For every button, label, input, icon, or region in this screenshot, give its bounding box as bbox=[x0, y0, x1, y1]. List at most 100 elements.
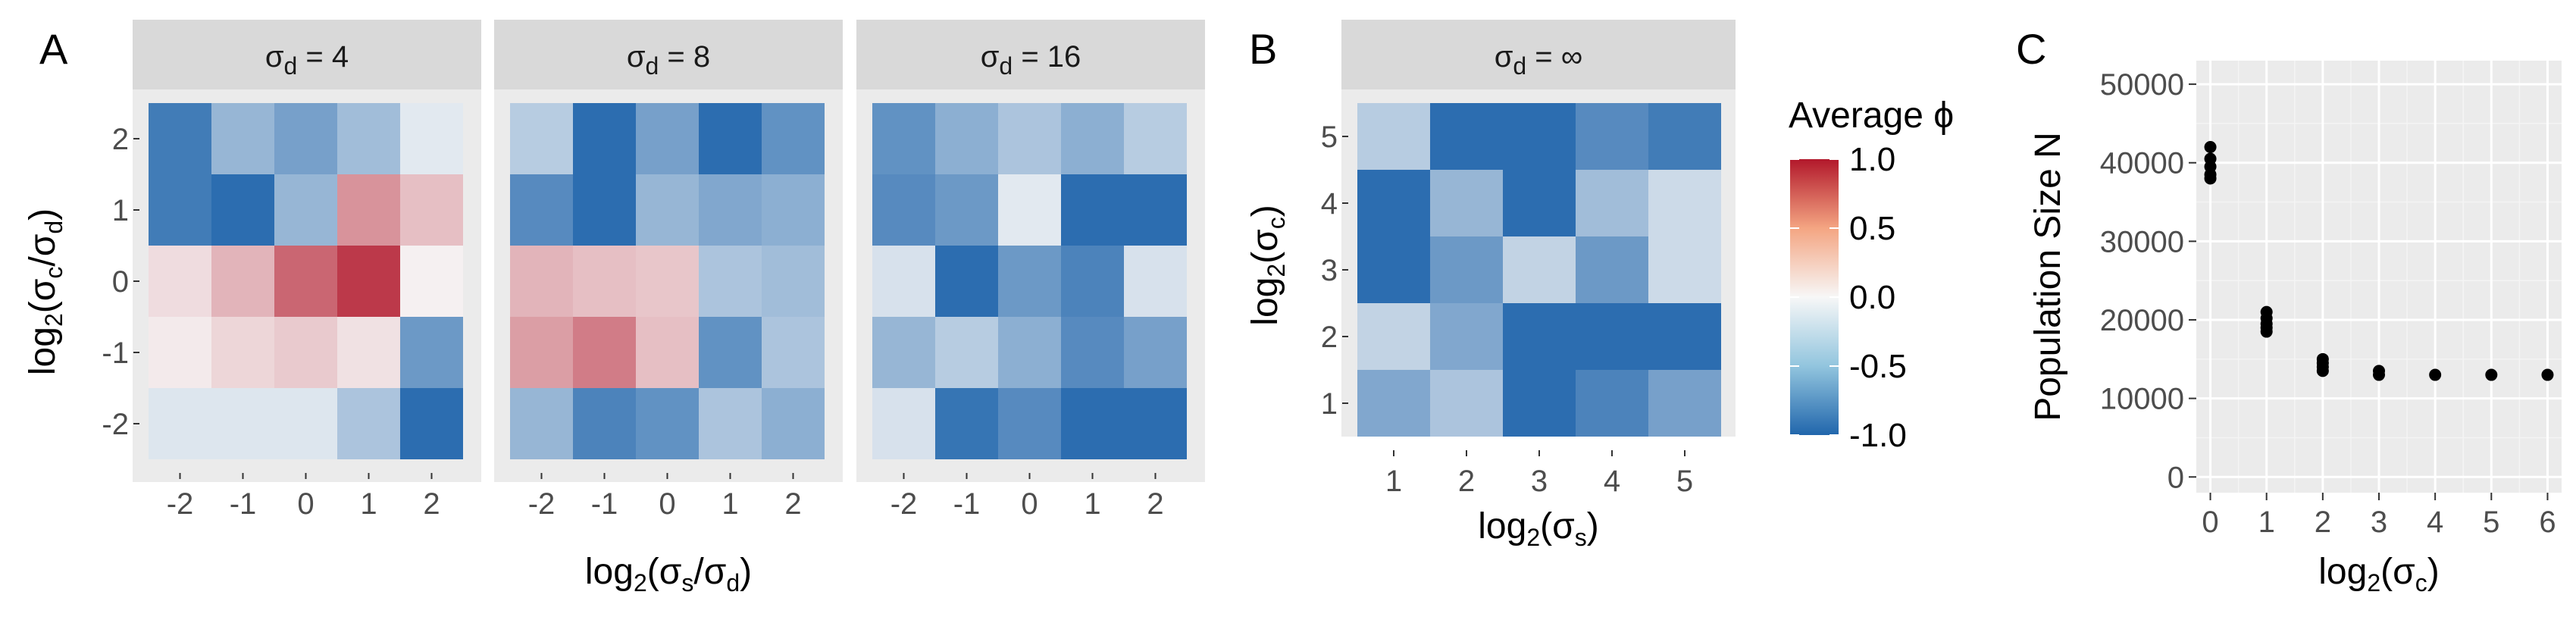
panel-a-facet-1-x-tick-label: 0 bbox=[297, 487, 314, 521]
panel-b-cell-r2-c1 bbox=[1430, 236, 1503, 303]
panel-a-facet-1-cell-r0-c2 bbox=[274, 103, 337, 174]
panel-a-facet-2-cell-r0-c1 bbox=[573, 103, 636, 174]
legend-tick-label: 0.0 bbox=[1849, 279, 1895, 316]
panel-a-facet-2-cell-r1-c2 bbox=[636, 174, 699, 246]
panel-b-cell-r4-c4 bbox=[1648, 370, 1721, 437]
panel-c-ticks: 0 10000 20000 30000 40000 50000 0 1 2 3 4 5 6 bbox=[2100, 68, 2556, 539]
panel-a-facet-3-cell-r4-c0 bbox=[872, 388, 935, 459]
panel-c-point-15 bbox=[2373, 368, 2385, 381]
panel-b-y-tick-label: 1 bbox=[1321, 387, 1338, 421]
panel-c-x-tick-label: 0 bbox=[2202, 506, 2218, 539]
panel-a-y-axis-title: log2(σc/σd) bbox=[23, 208, 67, 375]
panel-a-facet-2-cell-r4-c4 bbox=[762, 388, 825, 459]
panel-b-x-tick-label: 5 bbox=[1676, 465, 1693, 498]
panel-a-facet-1-cell-r3-c4 bbox=[400, 317, 463, 388]
panel-a-facet-3-x-tick-label: 0 bbox=[1021, 487, 1038, 521]
facet-strip-sd8 bbox=[494, 20, 843, 89]
legend-tick-label: -1.0 bbox=[1849, 417, 1907, 454]
panel-a-facet-3-cell-r0-c4 bbox=[1124, 103, 1187, 174]
panel-a-facet-2-cell-r4-c1 bbox=[573, 388, 636, 459]
panel-a-facet-1-cell-r3-c3 bbox=[337, 317, 400, 388]
panel-a-facet-3-cell-r3-c4 bbox=[1124, 317, 1187, 388]
panel-a-x-axis-title: log2(σs/σd) bbox=[585, 552, 752, 597]
panel-a-facet-3-cell-r4-c4 bbox=[1124, 388, 1187, 459]
panel-a-facet-3-cell-r0-c1 bbox=[935, 103, 998, 174]
panel-a-facet-1-x-tick-label: 2 bbox=[423, 487, 440, 521]
panel-c-points bbox=[2204, 141, 2554, 381]
panel-b-x-tick-label: 4 bbox=[1604, 465, 1620, 498]
panel-c-x-axis-title: log2(σc) bbox=[2318, 552, 2439, 597]
panel-c-point-16 bbox=[2429, 368, 2442, 381]
panel-a-facet-1-cell-r1-c4 bbox=[400, 174, 463, 246]
panel-c-point-17 bbox=[2485, 368, 2498, 381]
panel-a-facet-1-cell-r0-c0 bbox=[149, 103, 211, 174]
panel-a-facet-1-cell-r4-c3 bbox=[337, 388, 400, 459]
panel-a-facet-3-cell-r2-c0 bbox=[872, 246, 935, 317]
panel-b-cell-r1-c1 bbox=[1430, 170, 1503, 236]
panel-b-heatmap bbox=[1357, 103, 1721, 437]
panel-c-x-tick-label: 2 bbox=[2315, 506, 2331, 539]
facet-strip-label-sd4: σd = 4 bbox=[265, 40, 349, 80]
panel-a-facet-2-cell-r3-c0 bbox=[510, 317, 573, 388]
panel-b-x-tick-label: 3 bbox=[1531, 465, 1548, 498]
panel-b-y-tick-label: 5 bbox=[1321, 121, 1338, 154]
panel-a-facet-1-cell-r4-c1 bbox=[211, 388, 274, 459]
panel-a-facet-2-cell-r2-c4 bbox=[762, 246, 825, 317]
panel-a-facet-2-cell-r3-c1 bbox=[573, 317, 636, 388]
panel-a-facet-3-cell-r3-c3 bbox=[1061, 317, 1124, 388]
legend-tick-label: 0.5 bbox=[1849, 210, 1895, 247]
panel-c-y-tick-label: 30000 bbox=[2100, 225, 2184, 258]
panel-a-facet-2-cell-r4-c0 bbox=[510, 388, 573, 459]
panel-b-y-tick-label: 4 bbox=[1321, 187, 1338, 221]
panel-b-cell-r0-c2 bbox=[1503, 103, 1576, 170]
panel-a-facet-2-cell-r0-c2 bbox=[636, 103, 699, 174]
facet-strip-label-sd8: σd = 8 bbox=[627, 40, 710, 80]
panel-b-y-tick-label: 2 bbox=[1321, 321, 1338, 354]
panel-a-facet-1-cell-r4-c0 bbox=[149, 388, 211, 459]
panel-a-facet-3-cell-r2-c3 bbox=[1061, 246, 1124, 317]
panel-c-point-4 bbox=[2204, 172, 2217, 185]
panel-a-facet-1-cell-r1-c0 bbox=[149, 174, 211, 246]
panel-a-facet-2-cell-r4-c3 bbox=[699, 388, 762, 459]
panel-b-cell-r1-c4 bbox=[1648, 170, 1721, 236]
panel-a-facet-1-cell-r2-c4 bbox=[400, 246, 463, 317]
panel-a-facet-2-x-tick-label: -2 bbox=[528, 487, 556, 521]
panel-b-x-axis-title: log2(σs) bbox=[1478, 506, 1598, 551]
panel-a-facet-2-cell-r0-c0 bbox=[510, 103, 573, 174]
panel-a-facet-3-cell-r4-c1 bbox=[935, 388, 998, 459]
panel-a-facet-3-cell-r2-c1 bbox=[935, 246, 998, 317]
legend-tick-label: -0.5 bbox=[1849, 348, 1907, 385]
panel-a-facet-3-cell-r1-c3 bbox=[1061, 174, 1124, 246]
panel-c-x-tick-label: 4 bbox=[2427, 506, 2443, 539]
facet-strip-label-sd16: σd = 16 bbox=[981, 40, 1081, 80]
panel-b-cell-r4-c1 bbox=[1430, 370, 1503, 437]
panel-b-cell-r4-c0 bbox=[1357, 370, 1430, 437]
panel-a-facet-2-x-tick-label: 2 bbox=[784, 487, 801, 521]
panel-a-facet-3-x-tick-label: -2 bbox=[890, 487, 918, 521]
panel-a-facet-1-cell-r0-c4 bbox=[400, 103, 463, 174]
panel-b-x-tick-label: 1 bbox=[1385, 465, 1402, 498]
panel-a-facet-2-cell-r1-c0 bbox=[510, 174, 573, 246]
panel-a-facet-2-cell-r3-c3 bbox=[699, 317, 762, 388]
panel-a-facet-3-cell-r4-c2 bbox=[998, 388, 1061, 459]
legend-tick-label: 1.0 bbox=[1849, 141, 1895, 178]
panel-b-cell-r3-c3 bbox=[1576, 303, 1648, 370]
panel-a-facet-1-cell-r4-c4 bbox=[400, 388, 463, 459]
panel-a-facet-2-x-tick-label: 1 bbox=[721, 487, 738, 521]
panel-c-y-tick-label: 20000 bbox=[2100, 304, 2184, 337]
panel-a-facet-1-cell-r4-c2 bbox=[274, 388, 337, 459]
panel-a-facet-2-x-tick-label: -1 bbox=[591, 487, 618, 521]
panel-b-cell-r3-c2 bbox=[1503, 303, 1576, 370]
panel-a-facet-1-cell-r1-c2 bbox=[274, 174, 337, 246]
panel-a-facet-1-y-tick-label: -1 bbox=[102, 337, 129, 370]
panel-a-facet-2-cell-r2-c2 bbox=[636, 246, 699, 317]
panel-a-facet-2-cell-r3-c4 bbox=[762, 317, 825, 388]
panel-a-facet-1-y-tick-label: 1 bbox=[112, 194, 129, 227]
panel-c-point-9 bbox=[2260, 325, 2273, 338]
panel-a-facet-2-cell-r2-c3 bbox=[699, 246, 762, 317]
facet-strip-sd16 bbox=[856, 20, 1205, 89]
panel-a-facet-3-cell-r3-c2 bbox=[998, 317, 1061, 388]
panel-a-facet-3-cell-r1-c0 bbox=[872, 174, 935, 246]
panel-b-cell-r4-c3 bbox=[1576, 370, 1648, 437]
